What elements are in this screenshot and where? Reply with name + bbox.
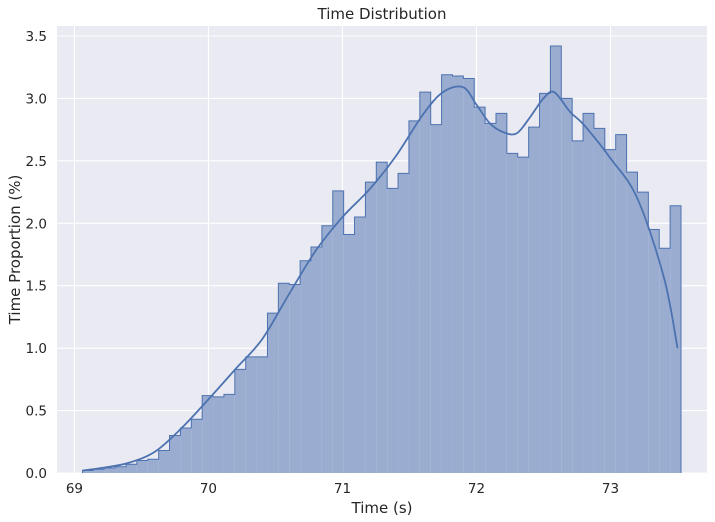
histogram-bar: [343, 234, 355, 473]
y-axis-ticks: 0.0 0.5 1.0 1.5 2.0 2.5 3.0 3.5: [26, 29, 47, 482]
histogram-bar: [615, 134, 627, 474]
histogram-bar: [648, 229, 660, 473]
histogram-bar: [332, 190, 344, 473]
histogram-bar: [637, 192, 649, 473]
histogram-bar: [506, 153, 518, 473]
x-tick-label: 71: [334, 481, 351, 497]
histogram-bar: [321, 225, 333, 473]
histogram-bar: [234, 369, 246, 473]
y-tick-label: 2.5: [26, 154, 47, 170]
histogram-bar: [104, 468, 116, 473]
histogram-bar: [82, 470, 94, 473]
histogram-bar: [583, 113, 594, 474]
y-tick-label: 3.5: [26, 29, 47, 45]
histogram-bar: [289, 284, 301, 473]
y-tick-label: 0.5: [26, 404, 47, 420]
y-tick-label: 1.5: [26, 279, 47, 295]
histogram-bar: [354, 217, 366, 473]
histogram-bar: [528, 127, 540, 473]
histogram-bar: [604, 149, 616, 473]
histogram-bar: [419, 92, 431, 474]
histogram-bar: [115, 466, 126, 473]
x-axis-ticks: 69 70 71 72 73: [66, 481, 619, 497]
y-tick-label: 3.0: [26, 91, 47, 107]
histogram-bar: [267, 313, 279, 473]
histogram-bar: [572, 140, 584, 473]
histogram-bar: [408, 120, 420, 473]
histogram-bar: [387, 188, 399, 474]
histogram-bar: [169, 435, 181, 473]
histogram-bar: [136, 460, 148, 473]
histogram-bar: [93, 469, 105, 473]
histogram-bar: [430, 124, 442, 474]
histogram-bar: [463, 78, 475, 473]
histogram-step-outline: [81, 45, 682, 473]
histogram-bar: [376, 162, 388, 473]
histogram-bar: [310, 247, 322, 473]
histogram-bar: [256, 356, 268, 473]
histogram-bar: [213, 396, 224, 473]
x-tick-label: 72: [468, 481, 485, 497]
histogram-bar: [485, 123, 496, 474]
histogram-bar: [300, 260, 311, 473]
y-axis-label: Time Proportion (%): [6, 175, 24, 326]
histogram-bar: [223, 394, 235, 473]
histogram-bar: [147, 459, 159, 473]
histogram-bar: [550, 45, 562, 473]
histogram-bar: [659, 248, 671, 473]
histogram-bars: [81, 45, 682, 474]
histogram-bar: [365, 182, 377, 473]
histogram-bar: [561, 98, 573, 473]
y-tick-label: 0.0: [26, 466, 47, 482]
histogram-bar: [474, 107, 486, 474]
histogram-bar: [191, 419, 203, 473]
histogram-bar: [495, 113, 507, 474]
x-axis-label: Time (s): [351, 499, 413, 517]
histogram-bar: [593, 128, 605, 473]
histogram-bar: [278, 283, 290, 473]
y-tick-label: 2.0: [26, 216, 47, 232]
kde-line: [82, 85, 679, 472]
histogram-bar: [180, 428, 192, 473]
y-tick-label: 1.0: [26, 341, 47, 357]
histogram-bar: [539, 93, 551, 473]
x-tick-label: 70: [200, 481, 217, 497]
chart-title: Time Distribution: [317, 5, 447, 23]
histogram-bar: [398, 173, 409, 473]
histogram-bar: [452, 75, 464, 473]
histogram-bar: [626, 172, 638, 473]
x-tick-label: 69: [66, 481, 83, 497]
x-tick-label: 73: [602, 481, 619, 497]
histogram-bar: [517, 157, 529, 474]
histogram-bar: [245, 356, 257, 473]
histogram-bar: [158, 450, 170, 473]
histogram-bar: [202, 395, 214, 473]
histogram-bar: [125, 464, 137, 473]
histogram-bar: [441, 74, 453, 474]
